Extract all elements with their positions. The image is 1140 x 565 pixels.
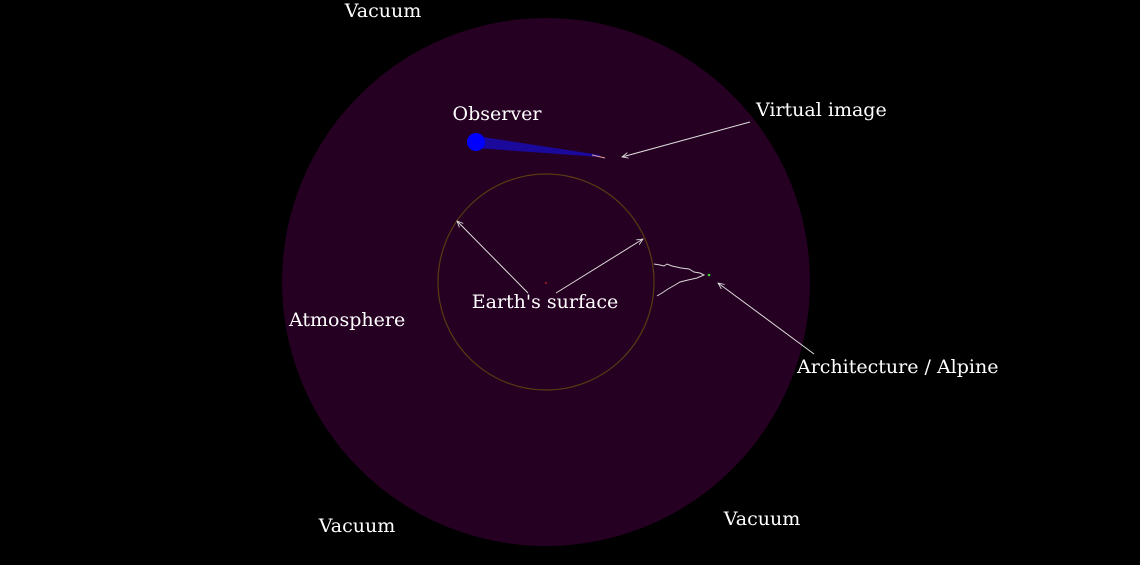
virtual-image-arrow [622, 121, 751, 157]
earth-surface-circle [437, 173, 655, 391]
earth-center-dot [545, 282, 547, 284]
sight-beam [476, 136, 600, 157]
atmosphere-label: Atmosphere [288, 309, 405, 331]
vacuum-label-bottom-right: Vacuum [723, 508, 800, 530]
observer-dot [467, 133, 485, 151]
architecture-outline [653, 263, 706, 297]
earth-surface-arrow-left [457, 221, 529, 294]
earth-surface-arrow-right [555, 239, 643, 294]
vacuum-label-top: Vacuum [344, 0, 421, 22]
virtual-image-mark [591, 154, 606, 159]
architecture-arrow [718, 283, 815, 355]
virtual-image-label: Virtual image [755, 99, 887, 121]
vacuum-label-bottom-left: Vacuum [318, 515, 395, 537]
architecture-label: Architecture / Alpine [796, 356, 998, 378]
architecture-point [707, 273, 711, 277]
observer-label: Observer [453, 103, 543, 125]
earth-surface-label: Earth's surface [472, 291, 618, 313]
